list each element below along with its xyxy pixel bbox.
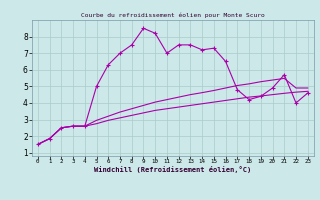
Title: Courbe du refroidissement éolien pour Monte Scuro: Courbe du refroidissement éolien pour Mo… bbox=[81, 13, 265, 18]
X-axis label: Windchill (Refroidissement éolien,°C): Windchill (Refroidissement éolien,°C) bbox=[94, 166, 252, 173]
